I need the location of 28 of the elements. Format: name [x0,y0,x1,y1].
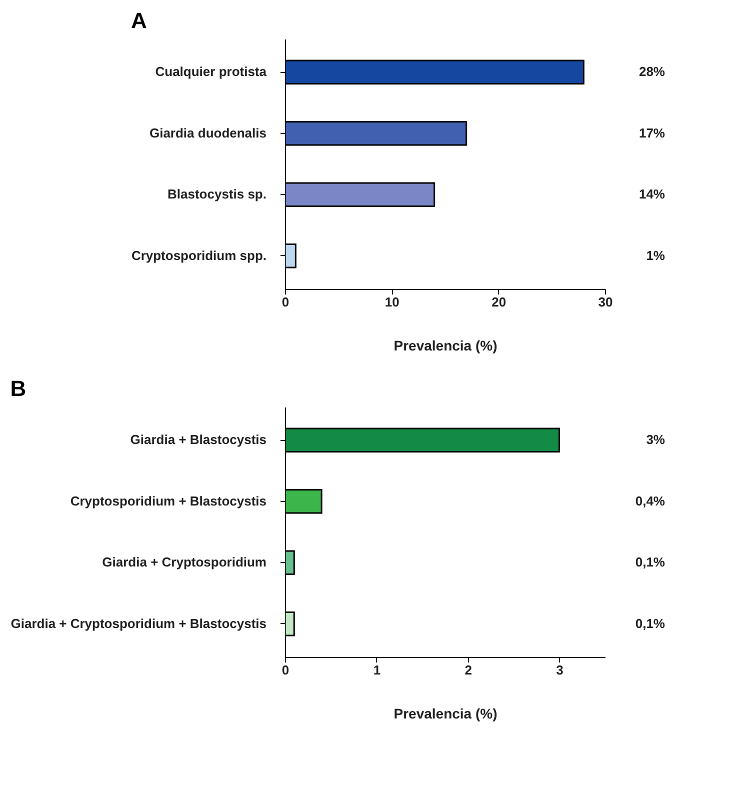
y-tick-label: Giardia + Cryptosporidium [102,554,266,570]
y-tick-label: Giardia + Cryptosporidium + Blastocystis [10,616,266,631]
data-label: 28% [638,64,666,80]
y-tick-label: Giardia duodenalis [149,125,266,140]
data-label: 14% [638,186,666,202]
x-tick-label: 10 [384,294,400,310]
chart-title: A [130,8,147,33]
x-tick-label: 1 [373,662,381,678]
x-tick-label: 2 [464,662,472,678]
x-tick-label: 3 [556,662,564,678]
y-tick-label: Giardia + Blastocystis [130,432,266,448]
y-tick-label: Blastocystis sp. [168,186,266,202]
text: B [10,376,26,401]
x-axis-title: Prevalencia (%) [394,706,498,722]
x-tick-label: 30 [598,294,613,310]
x-tick-label: 20 [492,294,506,310]
data-label: 3% [646,432,666,448]
data-label: 0,1% [635,554,666,570]
data-label: 17% [638,125,666,140]
data-label: 0,4% [635,493,666,508]
y-tick-label: Cualquier protista [155,64,268,80]
x-tick-label: 0 [282,294,290,310]
y-tick-label: Cryptosporidium spp. [131,248,266,263]
data-label: 1% [646,248,666,263]
x-tick-label: 0 [282,662,290,678]
y-tick-label: Cryptosporidium + Blastocystis [70,493,266,508]
x-axis-title: Prevalencia (%) [394,338,498,354]
data-label: 0,1% [635,616,666,631]
